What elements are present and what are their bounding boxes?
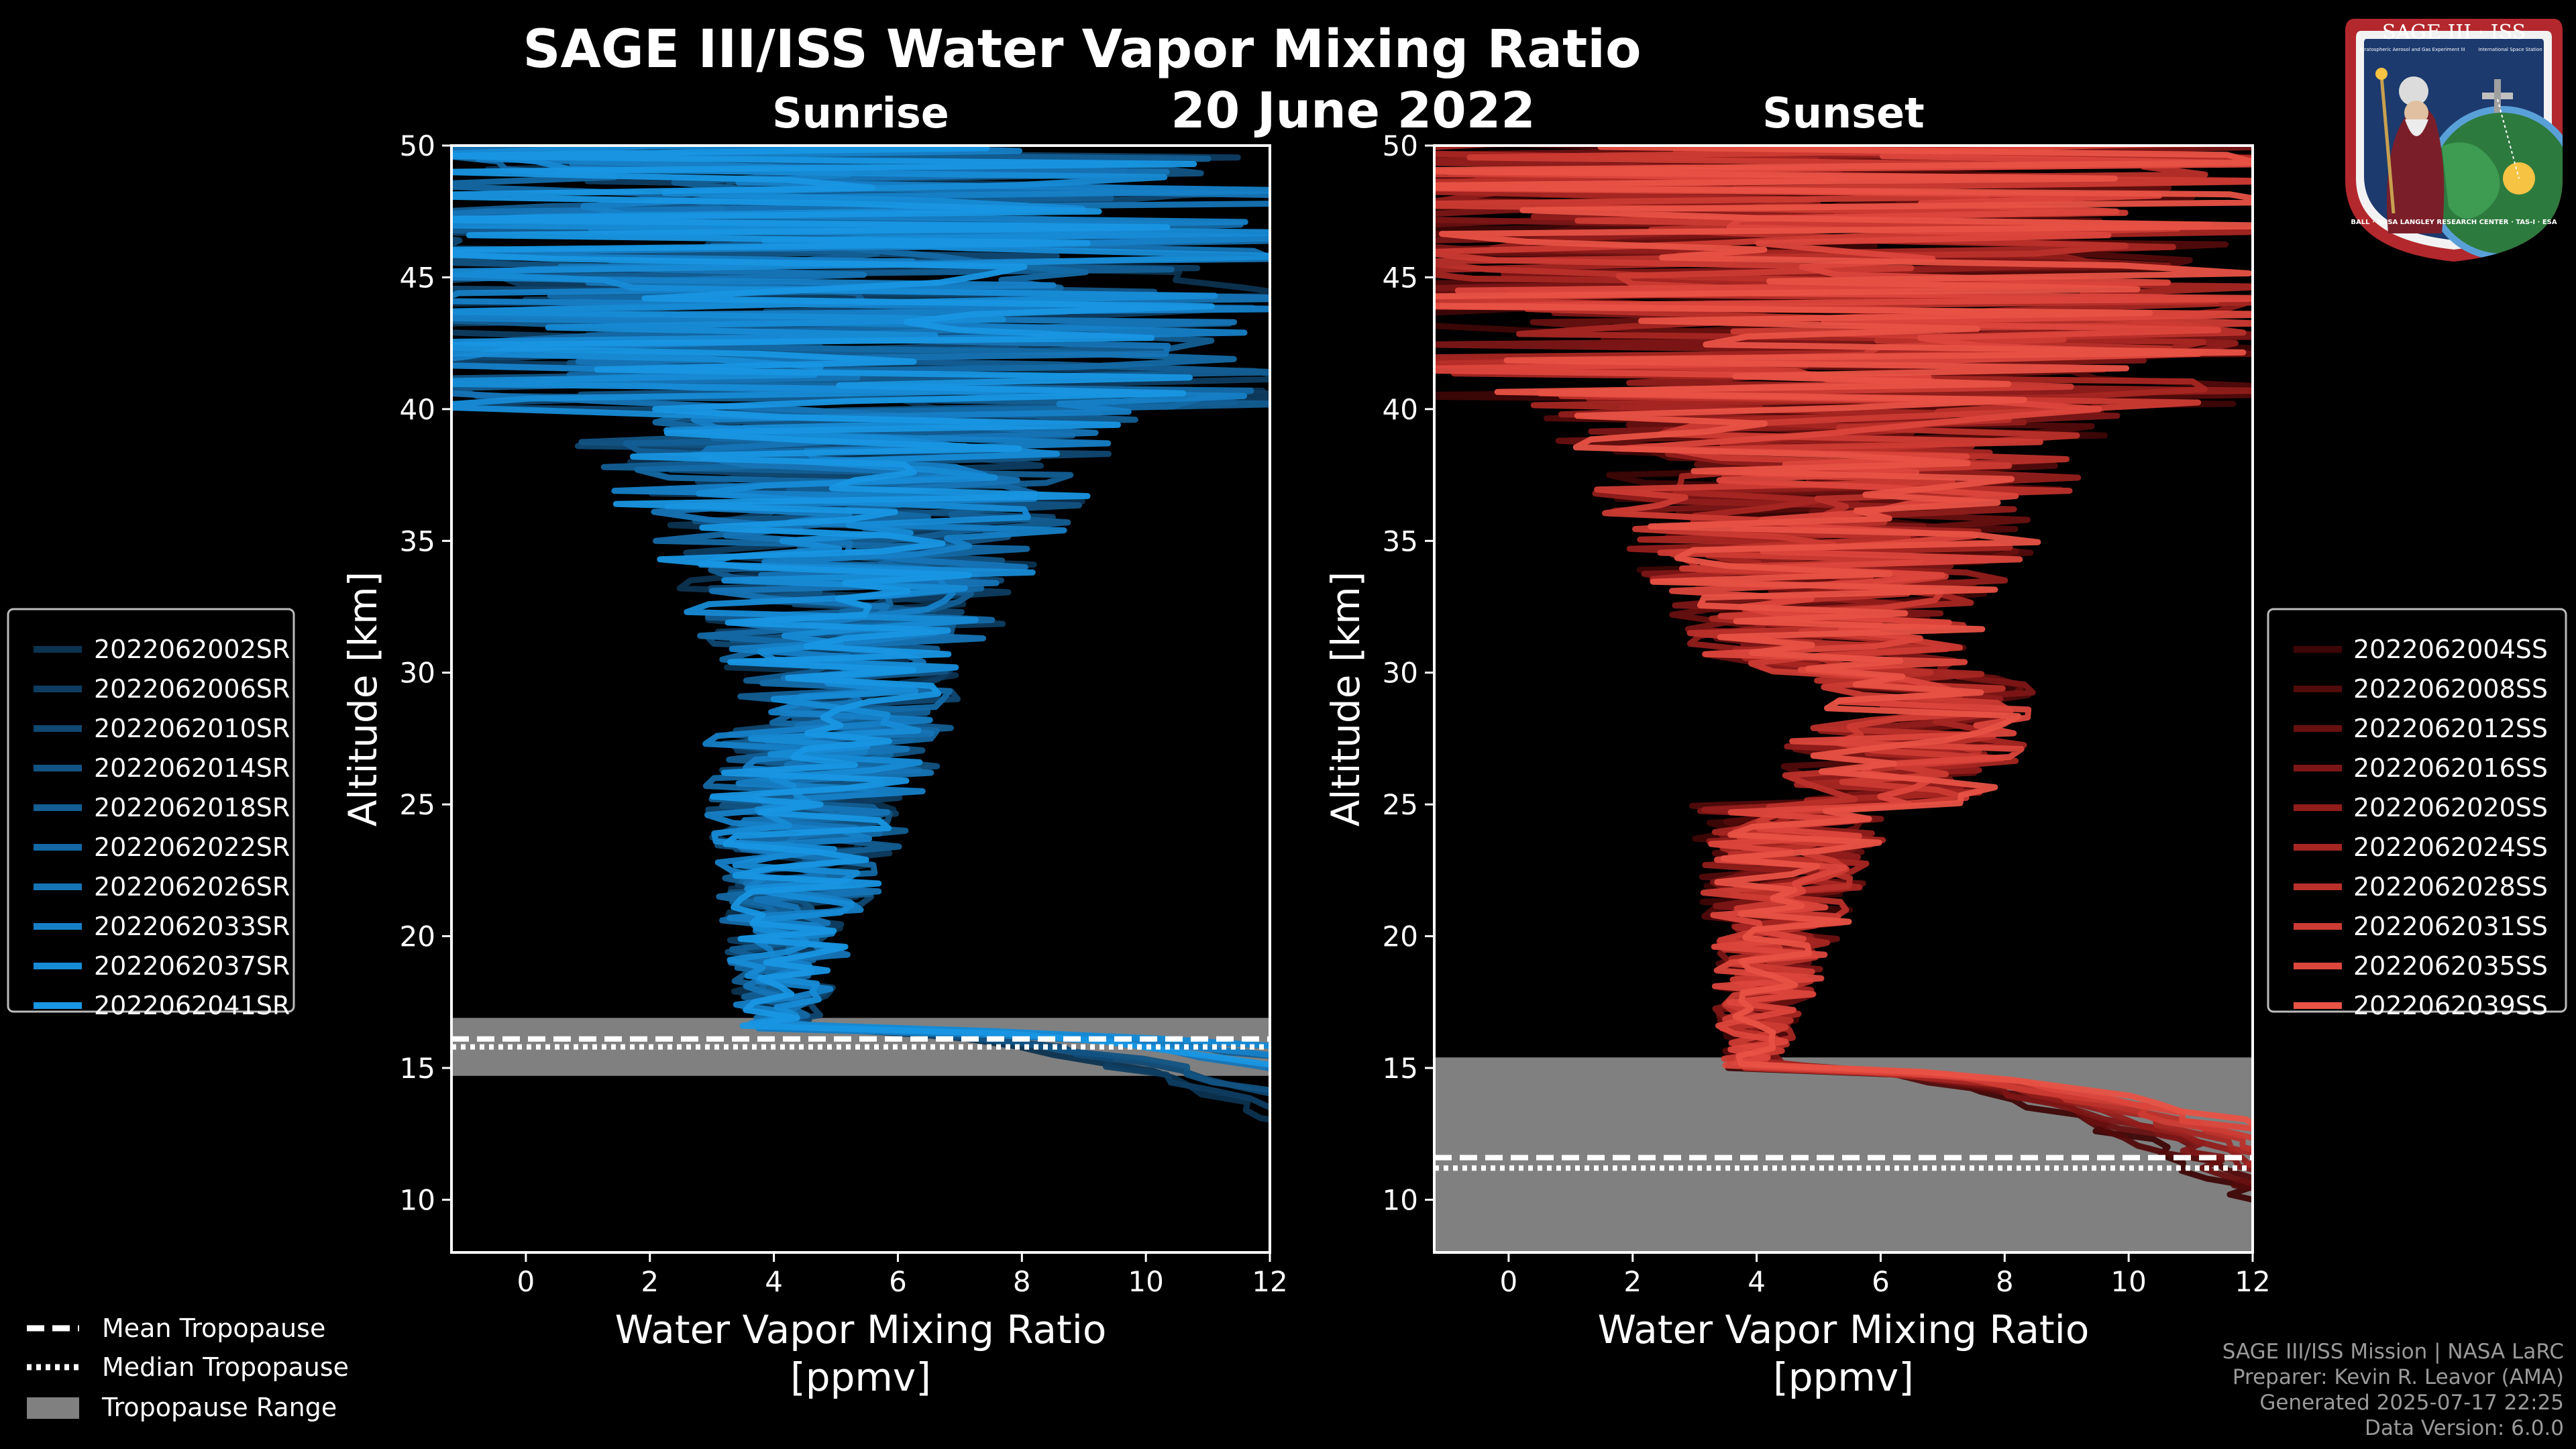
legend-label: 2022062010SR bbox=[94, 714, 290, 743]
y-tick-label: 15 bbox=[1383, 1052, 1418, 1085]
mean-tropopause-label: Mean Tropopause bbox=[102, 1313, 325, 1343]
legend-label: 2022062018SR bbox=[94, 793, 290, 822]
x-tick-label: 12 bbox=[2235, 1265, 2270, 1298]
legend-label: 2022062039SS bbox=[2353, 991, 2548, 1020]
x-tick-label: 2 bbox=[1623, 1265, 1642, 1298]
sunset-legend: 2022062004SS 2022062008SS 2022062012SS 2022… bbox=[2267, 608, 2567, 1020]
x-tick-label: 10 bbox=[2110, 1265, 2146, 1298]
sunset-x-axis-units: [ppmv] bbox=[1773, 1354, 1914, 1400]
sunset-panel-title: Sunset bbox=[1762, 89, 1925, 138]
y-tick-label: 50 bbox=[400, 129, 435, 162]
y-tick-label: 50 bbox=[1383, 129, 1418, 162]
tropopause-range-swatch bbox=[27, 1397, 79, 1419]
sunrise-panel: 0 2 4 6 8 10 12 10 15 20 25 30 35 40 45 50 Water Vapor… bbox=[340, 129, 1288, 1400]
sunrise-series-group bbox=[451, 146, 1270, 1123]
x-tick-label: 4 bbox=[765, 1265, 783, 1298]
sunset-x-axis: 0 2 4 6 8 10 12 bbox=[1500, 1252, 2271, 1298]
sunset-x-axis-label: Water Vapor Mixing Ratio bbox=[1598, 1307, 2090, 1352]
logo-subtitle-right: International Space Station bbox=[2478, 47, 2542, 52]
footer-generated: Generated 2025-07-17 22:25 bbox=[2259, 1391, 2564, 1415]
sunrise-y-axis: 10 15 20 25 30 35 40 45 50 bbox=[400, 129, 451, 1216]
sunset-y-axis: 10 15 20 25 30 35 40 45 50 bbox=[1383, 129, 1434, 1216]
figure-footer: SAGE III/ISS Mission | NASA LaRC Prepare… bbox=[2222, 1339, 2564, 1441]
x-tick-label: 4 bbox=[1748, 1265, 1766, 1298]
figure-title: SAGE III/ISS Water Vapor Mixing Ratio bbox=[523, 19, 1641, 80]
y-tick-label: 20 bbox=[400, 920, 435, 953]
footer-data-version: Data Version: 6.0.0 bbox=[2364, 1416, 2564, 1440]
series-line-2022062041SR bbox=[451, 146, 1270, 1068]
sunrise-x-axis-label: Water Vapor Mixing Ratio bbox=[615, 1307, 1107, 1352]
x-tick-label: 0 bbox=[517, 1265, 535, 1298]
sunrise-legend: 2022062002SR 2022062006SR 2022062010SR 2022… bbox=[7, 608, 295, 1020]
x-tick-label: 0 bbox=[1500, 1265, 1518, 1298]
legend-label: 2022062035SS bbox=[2353, 951, 2548, 981]
series-line-2022062035SS bbox=[1434, 146, 2253, 1138]
legend-label: 2022062041SR bbox=[94, 991, 290, 1020]
figure-date: 20 June 2022 bbox=[1171, 82, 1536, 140]
sage-iii-iss-mission-logo: SAGE III · ISS Stratospheric Aerosol and… bbox=[2345, 19, 2563, 262]
legend-label: 2022062026SR bbox=[94, 872, 290, 902]
logo-title: SAGE III · ISS bbox=[2382, 21, 2526, 44]
y-tick-label: 40 bbox=[400, 393, 435, 426]
median-tropopause-label: Median Tropopause bbox=[102, 1352, 349, 1382]
legend-label: 2022062020SS bbox=[2353, 793, 2548, 822]
legend-label: 2022062028SS bbox=[2353, 872, 2548, 902]
y-tick-label: 45 bbox=[400, 261, 435, 294]
legend-label: 2022062024SS bbox=[2353, 833, 2548, 862]
y-tick-label: 20 bbox=[1383, 920, 1418, 953]
sunset-y-axis-label: Altitude [km] bbox=[1323, 572, 1368, 826]
legend-label: 2022062014SR bbox=[94, 753, 290, 783]
sunset-series-group bbox=[1434, 146, 2253, 1203]
sunrise-panel-title: Sunrise bbox=[772, 89, 949, 138]
sunrise-x-axis-units: [ppmv] bbox=[790, 1354, 931, 1400]
tropopause-legend: Mean Tropopause Median Tropopause Tropop… bbox=[27, 1313, 349, 1422]
footer-mission: SAGE III/ISS Mission | NASA LaRC bbox=[2222, 1340, 2564, 1364]
logo-ring-text: BALL · NASA LANGLEY RESEARCH CENTER · TA… bbox=[2351, 219, 2557, 226]
x-tick-label: 12 bbox=[1252, 1265, 1287, 1298]
legend-label: 2022062004SS bbox=[2353, 635, 2548, 664]
x-tick-label: 10 bbox=[1128, 1265, 1163, 1298]
legend-label: 2022062033SR bbox=[94, 912, 290, 941]
sunset-legend-frame bbox=[2267, 608, 2567, 1013]
legend-label: 2022062002SR bbox=[94, 635, 290, 664]
legend-label: 2022062037SR bbox=[94, 951, 290, 981]
y-tick-label: 40 bbox=[1383, 393, 1418, 426]
sunset-plot-frame bbox=[1433, 144, 2254, 1254]
sunset-panel: 0 2 4 6 8 10 12 10 15 20 25 30 35 40 45 50 Water Vapor… bbox=[1323, 129, 2271, 1400]
legend-label: 2022062006SR bbox=[94, 674, 290, 704]
x-tick-label: 8 bbox=[1013, 1265, 1031, 1298]
sunrise-y-axis-label: Altitude [km] bbox=[340, 572, 386, 826]
y-tick-label: 35 bbox=[400, 525, 435, 557]
x-tick-label: 8 bbox=[1996, 1265, 2014, 1298]
y-tick-label: 25 bbox=[1383, 788, 1418, 821]
x-tick-label: 6 bbox=[889, 1265, 907, 1298]
legend-label: 2022062016SS bbox=[2353, 753, 2548, 783]
x-tick-label: 6 bbox=[1872, 1265, 1890, 1298]
y-tick-label: 15 bbox=[400, 1052, 435, 1085]
series-line-2022062039SS bbox=[1434, 146, 2253, 1128]
sunrise-legend-frame bbox=[7, 608, 295, 1013]
legend-label: 2022062012SS bbox=[2353, 714, 2548, 743]
tropopause-range-label: Tropopause Range bbox=[101, 1393, 337, 1422]
y-tick-label: 35 bbox=[1383, 525, 1418, 557]
x-tick-label: 2 bbox=[641, 1265, 659, 1298]
sunrise-x-axis: 0 2 4 6 8 10 12 bbox=[517, 1252, 1288, 1298]
y-tick-label: 10 bbox=[400, 1183, 435, 1216]
moon-icon bbox=[2399, 76, 2428, 106]
y-tick-label: 10 bbox=[1383, 1183, 1418, 1216]
legend-label: 2022062031SS bbox=[2353, 912, 2548, 941]
legend-label: 2022062022SR bbox=[94, 833, 290, 862]
y-tick-label: 45 bbox=[1383, 261, 1418, 294]
y-tick-label: 30 bbox=[400, 657, 435, 690]
logo-subtitle-left: Stratospheric Aerosol and Gas Experiment… bbox=[2359, 47, 2465, 52]
y-tick-label: 25 bbox=[400, 788, 435, 821]
footer-preparer: Preparer: Kevin R. Leavor (AMA) bbox=[2232, 1365, 2564, 1389]
y-tick-label: 30 bbox=[1383, 657, 1418, 690]
sunrise-plot-frame bbox=[450, 144, 1271, 1254]
legend-label: 2022062008SS bbox=[2353, 674, 2548, 704]
